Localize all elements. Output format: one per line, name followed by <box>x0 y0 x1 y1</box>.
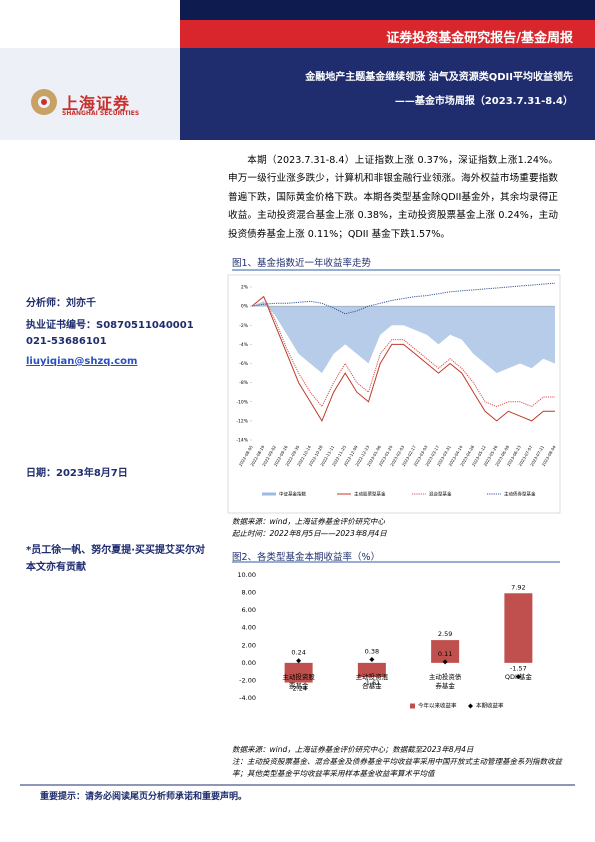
y-tick-label: 6.00 <box>242 606 256 614</box>
y-tick-label: -12% <box>236 418 248 424</box>
y-tick-label: -6% <box>239 361 248 367</box>
header-title-block <box>180 48 595 140</box>
report-subtitle: ——基金市场周报（2023.7.31-8.4） <box>394 96 573 107</box>
figure1-period: 起止时间：2022年8月5日——2023年8月4日 <box>232 529 387 538</box>
phone: 021-53686101 <box>26 336 107 347</box>
bar <box>504 593 533 663</box>
y-tick-label: -2.00 <box>239 676 256 684</box>
legend-label: 混合型基金 <box>429 491 452 498</box>
y-tick-label: 10.00 <box>237 571 256 579</box>
legend-label: 今年以来收益率 <box>418 702 457 710</box>
header-top <box>180 0 595 20</box>
legend-label: 中证基金指数 <box>279 491 306 498</box>
y-tick-label: 8.00 <box>242 589 256 597</box>
y-tick-label: 0% <box>241 304 249 310</box>
email[interactable]: liuyiqian@shzq.com <box>26 356 138 367</box>
y-tick-label: 2.00 <box>242 641 256 649</box>
bar <box>284 662 313 683</box>
bar-value-label: 7.92 <box>511 583 525 591</box>
logo-mark <box>31 89 57 115</box>
marker <box>515 674 521 680</box>
marker <box>369 657 375 663</box>
y-tick-label: -4% <box>239 342 248 348</box>
marker-value-label: 0.11 <box>438 650 452 658</box>
logo-panel <box>0 48 180 140</box>
report-type: 证券投资基金研究报告/基金周报 <box>386 31 573 46</box>
line <box>251 282 556 315</box>
header-band <box>180 20 595 48</box>
area <box>252 301 555 374</box>
logo-cn: 上海证券 <box>62 94 131 113</box>
figure1-frame <box>227 274 561 514</box>
figure2-caption: 图2、各类型基金本期收益率（%） <box>232 552 381 563</box>
marker <box>296 658 302 664</box>
analyst: 分析师：刘亦千 <box>26 298 96 309</box>
y-tick-label: 2% <box>241 285 249 291</box>
footer-notice: 重要提示：请务必阅读尾页分析师承诺和重要声明。 <box>40 792 248 802</box>
figure2-note: 注：主动投资股票基金、混合基金及债券基金平均收益率采用中国开放式主动管理基金系列… <box>232 757 562 778</box>
figure1-caption: 图1、基金指数近一年收益率走势 <box>232 258 372 269</box>
y-tick-label: -14% <box>236 438 248 444</box>
legend-label: 本期收益率 <box>476 702 504 710</box>
date: 日期：2023年8月7日 <box>26 468 128 479</box>
bar <box>431 640 460 663</box>
x-tick-label: QDII基金 <box>504 672 532 681</box>
legend-swatch <box>468 703 473 709</box>
logo-en: SHANGHAI SECURITIES <box>62 110 140 117</box>
contributors: *员工徐一帆、努尔夏提·买买提艾买尔对本文亦有贡献 <box>26 545 206 573</box>
marker-value-label: -1.57 <box>510 665 527 673</box>
y-tick-label: -10% <box>236 399 248 405</box>
legend-label: 主动股票型基金 <box>354 491 386 498</box>
y-tick-label: 4.00 <box>242 624 256 632</box>
x-tick-label: 主动投资混合基金 <box>355 672 389 690</box>
x-tick-label: 主动投资股票基金 <box>282 672 315 690</box>
figure2-source: 数据来源：wind，上海证券基金评价研究中心；数据截至2023年8月4日 <box>232 745 474 754</box>
x-tick-label: 主动投资债券基金 <box>428 672 462 690</box>
bar-value-label: -2.24 <box>290 685 307 693</box>
y-tick-label: -4.00 <box>239 694 256 702</box>
legend-swatch <box>410 703 415 709</box>
bar-value-label: -1.61 <box>363 679 380 687</box>
line <box>251 295 555 423</box>
marker-value-label: 0.24 <box>291 649 305 657</box>
y-tick-label: -2% <box>239 323 248 329</box>
figure1-source: 数据来源：wind，上海证券基金评价研究中心 <box>232 517 385 526</box>
y-tick-label: 0.00 <box>242 659 256 667</box>
marker-value-label: 0.38 <box>365 648 379 656</box>
bar-value-label: 2.59 <box>438 630 452 638</box>
line <box>251 295 555 408</box>
legend-label: 主动债券型基金 <box>504 491 536 498</box>
marker <box>442 659 448 665</box>
body-paragraph: 本期（2023.7.31-8.4）上证指数上涨 0.37%，深证指数上涨1.24… <box>228 155 558 240</box>
y-tick-label: -8% <box>239 380 248 386</box>
bar <box>357 662 386 678</box>
report-title: 金融地产主题基金继续领涨 油气及资源类QDII平均收益领先 <box>305 72 573 83</box>
cert-no: 执业证书编号：S0870511040001 <box>26 320 194 331</box>
